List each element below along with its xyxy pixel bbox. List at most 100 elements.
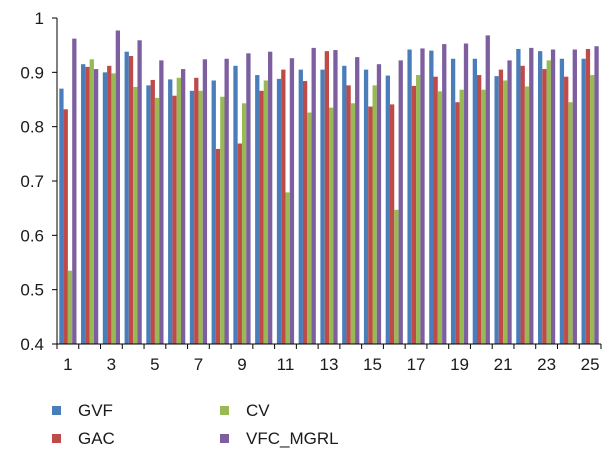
x-tick-label: 17 <box>407 355 426 374</box>
bar <box>102 72 108 344</box>
bar <box>433 76 438 345</box>
bar <box>198 90 203 344</box>
bar <box>437 91 443 344</box>
axes-group: 0.40.50.60.70.80.911 3 5 7 9 11 13 15 17 19 21 23 25 <box>20 9 602 374</box>
y-tick-label: 0.9 <box>20 63 44 82</box>
legend-swatch <box>220 434 229 443</box>
bar <box>220 96 225 344</box>
bar <box>420 48 425 345</box>
bar <box>172 95 177 344</box>
bar <box>146 85 151 345</box>
y-tick-label: 1 <box>35 9 44 28</box>
bar <box>538 51 543 344</box>
series-vfc-mgrl <box>72 30 599 345</box>
legend-item-gac: GAC <box>52 429 115 448</box>
bar <box>194 77 199 345</box>
bar <box>276 78 282 344</box>
legend-item-vfc-mgrl: VFC_MGRL <box>220 429 339 448</box>
bar <box>111 73 116 345</box>
y-tick-label: 0.8 <box>20 118 44 137</box>
bar <box>472 58 478 344</box>
bar <box>389 104 395 344</box>
bar <box>298 69 303 345</box>
legend-label: VFC_MGRL <box>246 429 339 448</box>
x-tick-label: 19 <box>450 355 469 374</box>
bar <box>481 89 486 344</box>
bar <box>189 90 195 344</box>
bar <box>202 59 208 344</box>
bar <box>503 80 508 344</box>
bar <box>311 47 316 344</box>
bar <box>450 58 456 344</box>
series-cv <box>67 59 595 345</box>
x-tick-label: 23 <box>537 355 556 374</box>
bar <box>285 192 290 344</box>
bar <box>564 76 569 345</box>
x-tick-label: 25 <box>581 355 600 374</box>
bar <box>124 51 129 344</box>
bar <box>63 109 68 344</box>
legend: GVF GAC CV VFC_MGRL <box>52 401 339 448</box>
bar <box>93 69 99 344</box>
bar <box>407 49 412 344</box>
bar <box>585 48 591 344</box>
x-tick-label: 5 <box>150 355 159 374</box>
bar <box>67 270 73 344</box>
bar <box>224 58 229 344</box>
series-gvf <box>59 48 586 345</box>
x-tick-label: 3 <box>107 355 116 374</box>
bar <box>459 89 464 344</box>
bar <box>524 86 530 345</box>
bar <box>180 69 186 344</box>
bar <box>259 90 264 344</box>
bar <box>168 79 173 345</box>
bar <box>477 75 482 345</box>
bar <box>385 75 390 344</box>
bar <box>115 30 120 344</box>
bar <box>346 85 351 345</box>
bar <box>59 88 64 344</box>
bar <box>559 58 565 344</box>
y-tick-label: 0.7 <box>20 172 44 191</box>
bar <box>246 53 251 344</box>
bar <box>498 69 504 345</box>
legend-swatch <box>52 434 61 443</box>
y-tick-label: 0.4 <box>20 335 44 354</box>
bar <box>81 64 86 345</box>
bar <box>372 85 377 345</box>
bar <box>333 50 338 345</box>
bar <box>237 143 242 344</box>
bar <box>72 38 77 345</box>
bar <box>581 58 586 344</box>
bar <box>154 97 160 345</box>
y-tick-label: 0.5 <box>20 281 44 300</box>
bar <box>320 69 325 345</box>
bar <box>429 50 434 344</box>
y-tick-label: 0.6 <box>20 226 44 245</box>
legend-label: CV <box>246 401 270 420</box>
bar <box>281 69 286 345</box>
bar <box>255 75 260 345</box>
bar <box>572 49 577 344</box>
bar <box>355 57 360 345</box>
bar <box>520 65 525 344</box>
bar <box>211 80 216 344</box>
bar <box>494 76 499 344</box>
bar <box>150 79 155 344</box>
bar <box>394 209 399 344</box>
x-tick-label: 13 <box>320 355 339 374</box>
bar <box>329 107 334 345</box>
bar <box>128 56 134 344</box>
bar <box>546 60 551 344</box>
legend-swatch <box>220 406 229 415</box>
bar <box>176 77 181 345</box>
bar <box>590 75 595 345</box>
legend-swatch <box>52 406 61 415</box>
legend-label: GAC <box>78 429 115 448</box>
legend-label: GVF <box>78 401 113 420</box>
bar <box>376 64 382 345</box>
bars-group <box>59 30 599 345</box>
bar <box>594 46 599 344</box>
bar <box>342 65 347 344</box>
